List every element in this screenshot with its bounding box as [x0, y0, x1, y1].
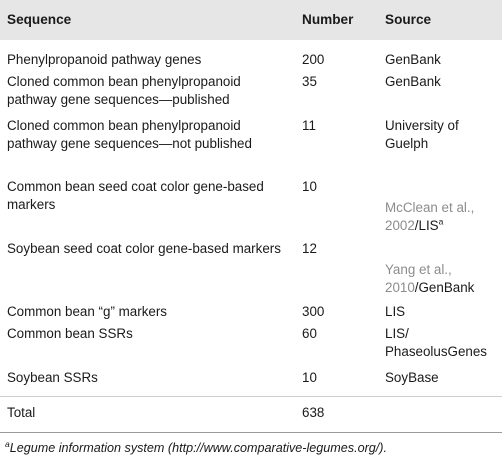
header-number: Number: [302, 12, 354, 27]
divider: [0, 432, 502, 433]
footnote-marker: a: [5, 438, 10, 449]
source-cell: LIS: [385, 304, 406, 319]
number-cell: 11: [302, 118, 316, 133]
sequence-cell: Cloned common bean phenylpropanoid pathw…: [7, 74, 241, 107]
number-cell: 10: [302, 370, 317, 385]
divider: [0, 396, 502, 397]
footnote-marker: a: [438, 216, 444, 227]
number-cell: 300: [302, 304, 325, 319]
source-citation: Yang et al., 2010: [385, 262, 452, 295]
source-cell: LIS/ PhaseolusGenes: [385, 326, 487, 359]
number-cell: 200: [302, 52, 325, 67]
table-header: Sequence Number Source: [0, 0, 502, 40]
sequence-cell: Soybean seed coat color gene-based marke…: [7, 241, 281, 256]
source-cell: Yang et al., 2010/GenBank: [385, 261, 485, 296]
number-cell: 35: [302, 74, 317, 89]
source-cell: McClean et al., 2002/LISa: [385, 199, 485, 234]
source-cell: University of Guelph: [385, 118, 459, 151]
source-cell: SoyBase: [385, 370, 439, 385]
header-sequence: Sequence: [7, 12, 72, 27]
source-citation: McClean et al., 2002: [385, 200, 475, 233]
sequence-cell: Phenylpropanoid pathway genes: [7, 52, 202, 67]
header-source: Source: [385, 12, 432, 27]
total-label: Total: [7, 405, 36, 420]
number-cell: 12: [302, 241, 317, 256]
sequence-cell: Cloned common bean phenylpropanoid pathw…: [7, 118, 252, 151]
footnote-text: Legume information system (http://www.co…: [9, 441, 387, 455]
sequence-cell: Common bean SSRs: [7, 326, 133, 341]
source-cell: GenBank: [385, 52, 441, 67]
footnote: aLegume information system (http://www.c…: [5, 438, 387, 455]
total-number: 638: [302, 405, 325, 420]
sequence-cell: Common bean seed coat color gene-based m…: [7, 179, 264, 212]
sequence-cell: Common bean “g” markers: [7, 304, 167, 319]
sequence-cell: Soybean SSRs: [7, 370, 98, 385]
number-cell: 60: [302, 326, 317, 341]
source-cell: GenBank: [385, 74, 441, 89]
number-cell: 10: [302, 179, 317, 194]
source-database: /LIS: [414, 217, 439, 233]
source-database: /GenBank: [414, 279, 475, 295]
